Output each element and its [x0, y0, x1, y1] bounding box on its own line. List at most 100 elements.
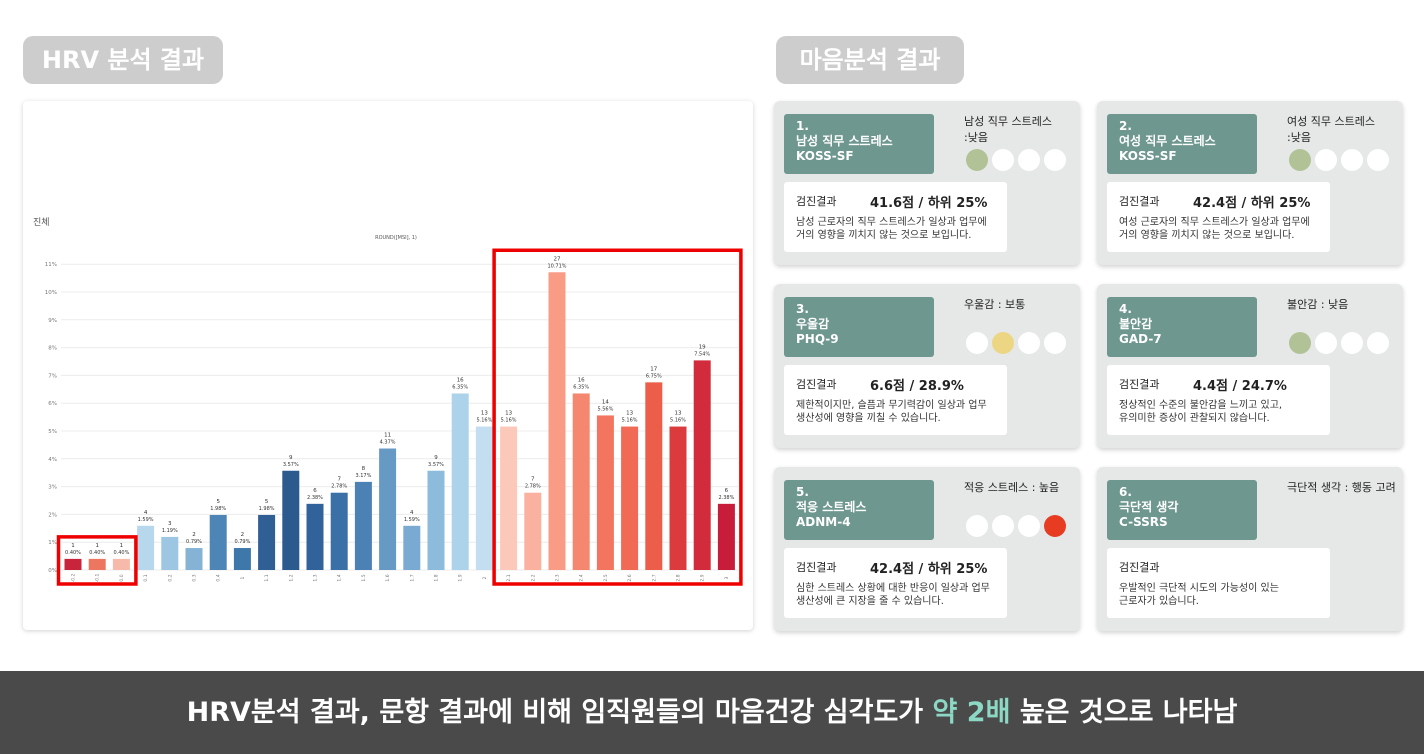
bar-count-label: 5: [216, 499, 220, 505]
x-tick-label: -0.1: [95, 573, 101, 582]
highlight-box: [56, 535, 138, 586]
bar-count-label: 7: [337, 477, 341, 483]
y-tick-label: 7%: [48, 373, 57, 379]
card-code: PHQ-9: [796, 332, 839, 346]
mind-card: 2. 여성 직무 스트레스 KOSS-SF 여성 직무 스트레스:낮음 검진결과 42.4…: [1097, 101, 1403, 265]
card-status: 여성 직무 스트레스 :낮음: [1287, 114, 1375, 146]
mind-card: 3. 우울감 PHQ-9 우울감 : 보통 검진결과 6.6점 / 28.9% 제한적이지만…: [774, 284, 1080, 448]
level-indicator-dot: [1289, 332, 1311, 354]
y-tick-label: 11%: [45, 262, 57, 268]
bar-count-label: 5: [265, 499, 269, 505]
hrv-chart-panel: 진체 ROUND([MSI], 1) 0% 1% 2% 3% 4% 5% 6% 7% 8% 9% 10%…: [23, 101, 753, 630]
card-header: 2. 여성 직무 스트레스 KOSS-SF: [1107, 114, 1257, 174]
level-indicator-dot: [1044, 149, 1066, 171]
x-tick-label: 0.3: [192, 574, 198, 581]
level-indicator-dot: [966, 332, 988, 354]
status-line: 우울감 : 보통: [964, 298, 1026, 311]
bar-count-label: 14: [602, 399, 609, 405]
level-indicator-dot: [1018, 515, 1040, 537]
x-tick-label: 2.1: [506, 574, 512, 581]
bar-pct-label: 1.98%: [259, 506, 275, 512]
bar-count-label: 4: [410, 510, 414, 516]
bar-pct-label: 1.19%: [162, 528, 178, 534]
chart-title: 진체: [33, 217, 50, 228]
bar-count-label: 6: [725, 488, 729, 494]
bar-pct-label: 6.35%: [573, 384, 589, 390]
bar-count-label: 17: [650, 366, 657, 372]
y-tick-label: 8%: [48, 346, 57, 352]
mind-card: 6. 극단적 생각 C-SSRS 극단적 생각 : 행동 고려 검진결과 우발적인 극단적…: [1097, 467, 1403, 631]
bar-count-label: 4: [144, 510, 148, 516]
card-number: 4.: [1119, 302, 1132, 316]
card-status: 남성 직무 스트레스:낮음: [964, 114, 1052, 146]
card-result-box: 검진결과 41.6점 / 하위 25% 남성 근로자의 직무 스트레스가 일상과 업…: [784, 182, 1007, 252]
chart-subtitle: ROUND([MSI], 1): [375, 235, 417, 241]
bar-pct-label: 1.59%: [138, 517, 154, 523]
x-tick-label: 1: [240, 576, 246, 579]
chart-bar: [354, 481, 372, 570]
x-tick-label: 2.3: [555, 574, 561, 581]
card-code: ADNM-4: [796, 515, 851, 529]
chart-bar: [427, 470, 445, 570]
chart-bar: [500, 426, 518, 570]
score-label: 검진결과: [1119, 195, 1160, 208]
chart-bar: [209, 514, 227, 570]
bar-count-label: 3: [168, 521, 172, 527]
card-number: 6.: [1119, 485, 1132, 499]
card-status: 극단적 생각 : 행동 고려: [1287, 480, 1396, 496]
chart-bar: [451, 393, 469, 570]
bar-count-label: 8: [362, 466, 366, 472]
mind-card: 5. 적응 스트레스 ADNM-4 적응 스트레스 : 높음 검진결과 42.4점 / 하…: [774, 467, 1080, 631]
bar-count-label: 13: [675, 411, 682, 417]
card-title: 여성 직무 스트레스: [1119, 134, 1216, 148]
chart-bar: [524, 492, 542, 570]
score-label: 검진결과: [796, 561, 837, 574]
card-number: 2.: [1119, 119, 1132, 133]
bar-pct-label: 7.54%: [694, 351, 710, 357]
x-tick-label: 1.6: [385, 574, 391, 581]
card-result-box: 검진결과 42.4점 / 하위 25% 심한 스트레스 상황에 대한 반응이 일상과…: [784, 548, 1007, 618]
status-line: 여성 직무 스트레스: [1287, 115, 1375, 128]
x-tick-label: 1.8: [434, 574, 440, 581]
banner-text-post: 높은 것으로 나타남: [1010, 697, 1238, 728]
x-tick-label: 0.4: [216, 574, 222, 581]
x-tick-label: 0.0: [119, 574, 125, 581]
y-tick-label: 0%: [48, 568, 57, 574]
card-result-box: 검진결과 42.4점 / 하위 25% 여성 근로자의 직무 스트레스가 일상과 업…: [1107, 182, 1330, 252]
card-header: 3. 우울감 PHQ-9: [784, 297, 934, 357]
level-indicator-dot: [1367, 149, 1389, 171]
x-tick-label: 2.7: [651, 574, 657, 581]
bar-count-label: 11: [384, 433, 391, 439]
y-tick-label: 4%: [48, 457, 57, 463]
chart-bar: [64, 558, 82, 570]
card-title: 적응 스트레스: [796, 500, 867, 514]
status-line: 불안감 : 낮음: [1287, 298, 1349, 311]
status-line: :낮음: [1287, 131, 1311, 144]
y-tick-label: 10%: [45, 290, 57, 296]
chart-bar: [596, 415, 614, 570]
level-indicator-dot: [992, 515, 1014, 537]
card-description: 생산성에 큰 지장을 줄 수 있습니다.: [796, 596, 944, 607]
bar-count-label: 1: [120, 543, 124, 549]
chart-bar: [306, 503, 324, 570]
x-tick-label: 2.4: [579, 574, 585, 581]
card-description: 유의미한 증상이 관찰되지 않습니다.: [1119, 413, 1270, 424]
card-status: 불안감 : 낮음: [1287, 297, 1348, 313]
card-header: 4. 불안감 GAD-7: [1107, 297, 1257, 357]
card-header: 6. 극단적 생각 C-SSRS: [1107, 480, 1257, 540]
card-number: 5.: [796, 485, 809, 499]
card-title: 불안감: [1119, 317, 1153, 331]
bar-count-label: 13: [626, 411, 633, 417]
chart-bar: [137, 525, 155, 570]
chart-bar: [88, 558, 106, 570]
bar-pct-label: 5.16%: [670, 418, 686, 424]
bar-count-label: 2: [241, 532, 245, 538]
x-tick-label: 1.9: [458, 574, 464, 581]
mind-card: 1. 남성 직무 스트레스 KOSS-SF 남성 직무 스트레스:낮음 검진결과 41.6…: [774, 101, 1080, 265]
bar-count-label: 16: [578, 377, 585, 383]
bar-count-label: 1: [95, 543, 99, 549]
bar-pct-label: 1.98%: [210, 506, 226, 512]
status-line: 남성 직무 스트레스: [964, 115, 1052, 128]
level-indicator-dot: [1367, 332, 1389, 354]
score-value: 42.4점 / 하위 25%: [870, 561, 988, 577]
